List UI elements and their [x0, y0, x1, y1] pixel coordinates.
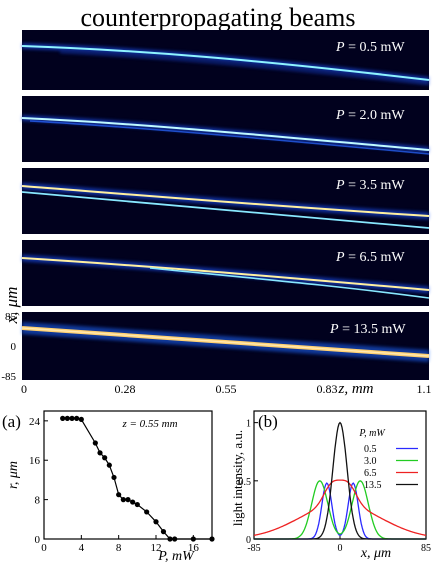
top-x-tick-028: 0.28 — [115, 382, 136, 396]
chart-a-x-tick-label: 4 — [79, 542, 85, 554]
chart-a-x-tick-label: 8 — [116, 542, 122, 554]
chart-b-y-axis-label: light intensity, a.u. — [230, 430, 245, 526]
beam-secondary — [59, 51, 430, 85]
chart-b-x-axis-label: x, μm — [360, 546, 391, 561]
beam-secondary — [149, 267, 430, 299]
chart-a-frame — [43, 410, 213, 540]
chart-b-y-tick-label: 0.5 — [239, 477, 252, 488]
power-label-2: P = 2.0 mW — [335, 108, 405, 123]
legend-label-13.5: 13.5 — [364, 480, 382, 491]
power-label-4: P = 6.5 mW — [335, 250, 405, 265]
panel-label-a: (a) — [2, 412, 21, 431]
top-y-tick-neg85: -85 — [1, 371, 16, 383]
chart-a-point — [60, 415, 66, 421]
chart-a-y-tick-label: 8 — [35, 495, 41, 507]
beam-core — [21, 257, 430, 291]
top-x-tick-0: 0 — [21, 382, 27, 396]
beam-core — [21, 117, 430, 151]
power-label-5: P = 13.5 mW — [329, 322, 406, 337]
legend-title: P, mW — [358, 428, 386, 439]
top-y-tick-85: 85 — [5, 311, 17, 323]
legend-label-6.5: 6.5 — [364, 468, 377, 479]
chart-b-frame — [253, 410, 427, 540]
chart-a-point — [209, 536, 215, 542]
power-label-3: P = 3.5 mW — [335, 178, 405, 193]
chart-a-point — [64, 415, 70, 421]
chart-b-series-3.0 — [254, 480, 426, 540]
chart-a-point — [190, 536, 196, 542]
beam-panel-5: P = 13.5 mW — [21, 312, 430, 380]
chart-a-point — [116, 492, 122, 498]
top-x-tick-083: 0.83 — [317, 382, 338, 396]
chart-a-point — [97, 450, 103, 456]
chart-a-point — [125, 497, 131, 503]
chart-a-x-tick-label: 16 — [188, 542, 200, 554]
chart-b-series-6.5 — [253, 479, 427, 536]
chart-a-point — [144, 509, 150, 515]
chart-a-point — [153, 519, 159, 525]
beam-secondary — [21, 191, 430, 229]
chart-a-line — [62, 417, 212, 540]
chart-a-point — [130, 499, 136, 505]
chart-a-y-tick-label: 24 — [29, 416, 41, 428]
chart-a-point — [120, 497, 126, 503]
top-x-axis-label: z, mm — [337, 381, 373, 397]
beam-panel-1: P = 0.5 mW — [21, 30, 430, 90]
top-y-axis-label: x, μm — [2, 287, 21, 325]
top-x-tick-055: 0.55 — [216, 382, 237, 396]
beam-inner — [21, 327, 430, 357]
chart-a-point — [134, 501, 140, 508]
chart-a-x-axis-label: P, mW — [157, 549, 195, 564]
figure-title: counterpropagating beams — [80, 3, 355, 32]
chart-b-x-tick-label: -85 — [247, 543, 260, 554]
legend-label-3.0: 3.0 — [364, 456, 377, 467]
chart-b-legend: P, mW 0.53.06.513.5 — [358, 428, 418, 491]
chart-a-point — [92, 440, 98, 446]
chart-a-annotation: z = 0.55 mm — [121, 418, 177, 430]
legend-label-0.5: 0.5 — [364, 444, 377, 455]
beam-secondary — [29, 120, 430, 155]
chart-a-point — [74, 415, 80, 421]
chart-b-y-tick-label: 1 — [246, 419, 251, 430]
chart-a-point — [167, 536, 173, 542]
chart-a-y-axis-label: r, μm — [6, 461, 21, 489]
power-label-1: P = 0.5 mW — [335, 40, 405, 55]
beam-panel-2: P = 2.0 mW — [21, 96, 430, 162]
beam-core — [21, 45, 430, 81]
chart-b-x-tick-label: 85 — [421, 543, 431, 554]
top-x-tick-11: 1.1 — [417, 382, 432, 396]
panel-label-b: (b) — [258, 412, 278, 431]
chart-a-series — [60, 415, 215, 542]
chart-a-point — [102, 455, 108, 461]
chart-a-x-tick-label: 0 — [41, 542, 47, 554]
beam-panels: P = 0.5 mW P = 2.0 mW P = 3.5 mW P = 6.5… — [21, 30, 430, 380]
chart-a-x-tick-label: 12 — [151, 542, 162, 554]
chart-a-y-tick-label: 0 — [35, 534, 41, 546]
chart-a-point — [106, 462, 112, 468]
chart-a-point — [172, 536, 178, 542]
chart-a-y-tick-label: 16 — [29, 455, 41, 467]
chart-a-point — [111, 474, 117, 481]
top-y-tick-0: 0 — [11, 341, 17, 353]
chart-a: (a) z = 0.55 mm 0 4 8 12 16 0 8 16 24 r, μm P, m… — [2, 410, 215, 564]
chart-b-series-13.5 — [254, 421, 426, 540]
chart-b-series-0.5 — [254, 482, 426, 540]
chart-a-point — [160, 529, 167, 535]
chart-b-series — [253, 421, 427, 540]
beam-core — [21, 185, 430, 217]
beam-panel-3: P = 3.5 mW — [21, 168, 430, 234]
chart-a-ticks: 0 4 8 12 16 0 8 16 24 — [29, 416, 199, 554]
chart-a-point — [69, 415, 75, 421]
chart-b-y-tick-label: 0 — [246, 535, 251, 546]
beam-panel-4: P = 6.5 mW — [21, 240, 430, 306]
chart-b-x-tick-label: 0 — [338, 543, 343, 554]
chart-a-point — [78, 416, 84, 422]
